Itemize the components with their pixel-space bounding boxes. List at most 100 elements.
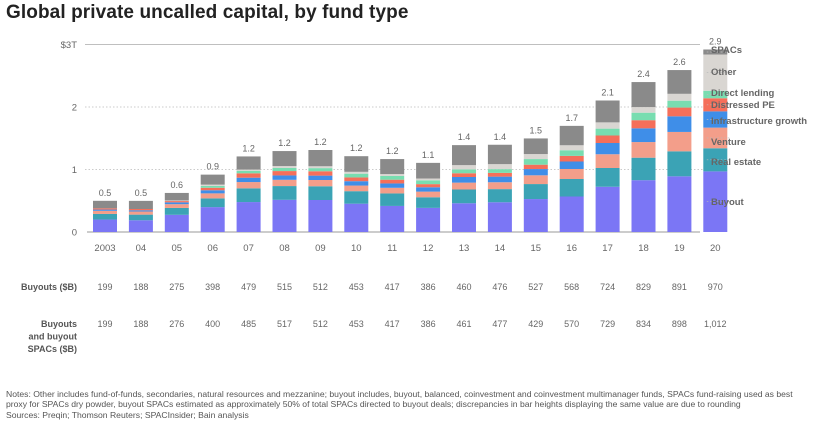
bar-segment-buyout bbox=[308, 200, 333, 232]
bar-segment-other bbox=[416, 178, 441, 181]
bar-segment-infrastructure-growth bbox=[452, 177, 476, 183]
bar-segment-real-estate bbox=[559, 179, 584, 197]
bar-total-label: 0.9 bbox=[206, 162, 219, 172]
bar-segment-infrastructure-growth bbox=[380, 183, 405, 188]
bar-segment-spacs bbox=[416, 162, 441, 179]
bar-segment-real-estate bbox=[344, 191, 369, 204]
bar-segment-real-estate bbox=[523, 184, 548, 200]
bar-segment-spacs bbox=[236, 156, 261, 170]
bars bbox=[93, 49, 728, 232]
x-tick-label: 11 bbox=[387, 243, 397, 254]
bar-total-label: 2.6 bbox=[673, 57, 686, 67]
bar-segment-buyout bbox=[236, 202, 261, 232]
bar-segment-distressed-pe bbox=[667, 107, 692, 117]
row-value: 479 bbox=[241, 282, 256, 292]
legend-label: SPACs bbox=[711, 45, 742, 56]
bar-segment-other bbox=[559, 145, 584, 151]
bar-segment-infrastructure-growth bbox=[164, 202, 189, 205]
bar-segment-infrastructure-growth bbox=[128, 210, 153, 212]
bar-segment-real-estate bbox=[200, 198, 225, 208]
bar-segment-venture bbox=[416, 191, 441, 198]
x-tick-label: 05 bbox=[172, 243, 183, 254]
bar-segment-direct-lending bbox=[595, 128, 620, 136]
bar-segment-buyout bbox=[344, 203, 369, 232]
row-value: 970 bbox=[708, 282, 723, 292]
legend-label: Real estate bbox=[711, 157, 761, 168]
x-tick-label: 14 bbox=[495, 243, 506, 254]
x-tick-label: 18 bbox=[638, 243, 649, 254]
bar-segment-venture bbox=[559, 169, 584, 179]
row-value: 512 bbox=[313, 282, 328, 292]
notes-text: Notes: Other includes fund-of-funds, sec… bbox=[6, 389, 793, 410]
bar-segment-distressed-pe bbox=[416, 184, 441, 188]
bar-segment-spacs bbox=[164, 192, 189, 201]
bar-segment-direct-lending bbox=[272, 167, 297, 172]
bar-segment-buyout bbox=[667, 176, 692, 232]
x-tick-label: 09 bbox=[315, 243, 326, 254]
legend-label: Venture bbox=[711, 137, 746, 148]
bar-total-label: 2.4 bbox=[637, 69, 650, 79]
row-value: 891 bbox=[672, 282, 687, 292]
bar-segment-infrastructure-growth bbox=[200, 190, 225, 194]
bar-total-label: 0.6 bbox=[171, 180, 184, 190]
bar-total-label: 1.2 bbox=[278, 138, 291, 148]
bar-segment-direct-lending bbox=[200, 185, 225, 188]
bar-segment-spacs bbox=[380, 159, 405, 175]
bar-segment-other bbox=[308, 166, 333, 169]
bar-segment-buyout bbox=[559, 196, 584, 232]
bar-segment-buyout bbox=[487, 202, 512, 232]
bar-segment-infrastructure-growth bbox=[308, 175, 333, 180]
bar-segment-distressed-pe bbox=[631, 120, 656, 129]
y-tick-label: 2 bbox=[72, 103, 77, 114]
bar-segment-distressed-pe bbox=[452, 173, 476, 177]
bar-segment-spacs bbox=[667, 70, 692, 94]
row-value: 453 bbox=[349, 319, 364, 329]
row-value: 386 bbox=[421, 282, 436, 292]
row-value: 453 bbox=[349, 282, 364, 292]
bar-segment-other bbox=[487, 164, 512, 170]
bar-segment-buyout bbox=[523, 199, 548, 232]
row-value: 834 bbox=[636, 319, 651, 329]
bar-segment-real-estate bbox=[236, 188, 261, 203]
bar-segment-venture bbox=[308, 180, 333, 187]
bar-segment-venture bbox=[452, 182, 476, 190]
bar-segment-other bbox=[523, 154, 548, 160]
row-value: 460 bbox=[456, 282, 471, 292]
row-value: 398 bbox=[205, 282, 220, 292]
bar-segment-distressed-pe bbox=[344, 177, 369, 182]
bar-segment-venture bbox=[380, 187, 405, 194]
bar-segment-venture bbox=[667, 131, 692, 152]
bar-segment-venture bbox=[236, 182, 261, 189]
bar-segment-other bbox=[667, 93, 692, 101]
row-value: 729 bbox=[600, 319, 615, 329]
row-value: 429 bbox=[528, 319, 543, 329]
bar-segment-real-estate bbox=[595, 168, 620, 187]
bar-segment-real-estate bbox=[93, 213, 117, 220]
bar-total-label: 1.4 bbox=[494, 132, 507, 142]
bar-segment-direct-lending bbox=[308, 168, 333, 172]
x-tick-label: 20 bbox=[710, 243, 721, 254]
bar-total-label: 1.7 bbox=[565, 113, 578, 123]
bar-segment-distressed-pe bbox=[595, 135, 620, 143]
row-value: 199 bbox=[97, 282, 112, 292]
bar-segment-infrastructure-growth bbox=[631, 128, 656, 143]
row-value: 527 bbox=[528, 282, 543, 292]
bar-segment-real-estate bbox=[452, 189, 476, 204]
bar-segment-spacs bbox=[308, 150, 333, 167]
bar-segment-spacs bbox=[523, 138, 548, 155]
row-label: SPACs ($B) bbox=[28, 344, 77, 354]
row-value: 517 bbox=[277, 319, 292, 329]
row-value: 485 bbox=[241, 319, 256, 329]
row-label: Buyouts ($B) bbox=[21, 282, 77, 292]
bar-segment-direct-lending bbox=[631, 112, 656, 121]
bar-segment-spacs bbox=[559, 125, 584, 146]
bar-segment-spacs bbox=[272, 151, 297, 167]
bar-segment-other bbox=[164, 200, 189, 202]
bar-total-label: 1.5 bbox=[530, 125, 543, 135]
bar-segment-venture bbox=[595, 154, 620, 168]
row-value: 476 bbox=[492, 282, 507, 292]
bar-segment-buyout bbox=[93, 219, 117, 232]
bar-segment-real-estate bbox=[128, 214, 153, 221]
bar-segment-direct-lending bbox=[452, 169, 476, 174]
bar-segment-infrastructure-growth bbox=[559, 161, 584, 169]
